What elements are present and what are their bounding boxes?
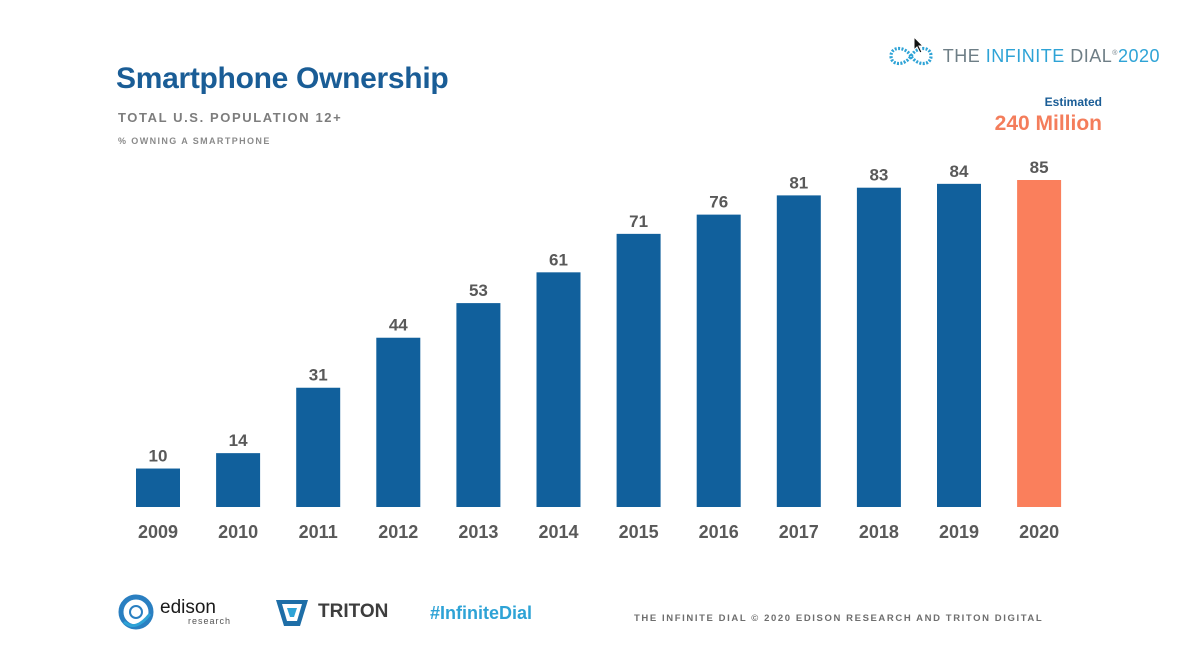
x-tick-label-2013: 2013 (458, 522, 498, 542)
bar-2016 (696, 214, 741, 507)
bar-2019 (937, 183, 981, 508)
bar-value-label-2017: 81 (789, 173, 808, 192)
bar-value-label-2016: 76 (709, 193, 728, 212)
brand-wordmark: THE INFINITE DIAL®2020 (943, 46, 1160, 67)
bar-2012 (376, 337, 421, 507)
bar-2018 (856, 187, 901, 507)
infinity-logo-icon (889, 46, 933, 66)
bar-value-label-2018: 83 (869, 166, 888, 185)
brand-post: DIAL (1064, 45, 1113, 66)
bar-2011 (296, 387, 341, 507)
edison-research-logo: edison research (116, 592, 231, 632)
bar-value-label-2012: 44 (389, 316, 408, 335)
copyright-text: THE INFINITE DIAL © 2020 EDISON RESEARCH… (634, 613, 1044, 624)
estimate-value: 240 Million (994, 112, 1102, 135)
x-tick-label-2009: 2009 (138, 522, 178, 542)
mouse-cursor-icon (913, 36, 925, 54)
bar-value-label-2009: 10 (149, 447, 168, 466)
chart-y-description: % OWNING A SMARTPHONE (118, 136, 271, 146)
edison-logo-icon (118, 594, 154, 630)
estimate-label: Estimated (1044, 95, 1102, 109)
bar-value-label-2013: 53 (469, 281, 488, 300)
edison-name: edison (160, 597, 216, 618)
brand-year: 2020 (1117, 45, 1160, 66)
hashtag-link[interactable]: #InfiniteDial (430, 603, 533, 623)
chart-subtitle: TOTAL U.S. POPULATION 12+ (118, 110, 343, 125)
brand-accent: INFINITE (985, 45, 1065, 66)
chart-title: Smartphone Ownership (116, 62, 449, 95)
bar-value-label-2010: 14 (229, 431, 248, 450)
bar-2014 (536, 272, 581, 507)
x-tick-label-2014: 2014 (538, 522, 578, 542)
x-tick-label-2018: 2018 (859, 522, 899, 542)
bar-2009 (136, 468, 180, 507)
bar-2010 (216, 453, 261, 507)
x-tick-label-2020: 2020 (1019, 522, 1059, 542)
brand-pre: THE (942, 45, 986, 66)
bar-value-label-2019: 84 (950, 162, 969, 181)
triton-logo: TRITON (272, 592, 388, 632)
x-tick-label-2017: 2017 (779, 522, 819, 542)
triton-name: TRITON (318, 601, 389, 622)
x-tick-label-2012: 2012 (378, 522, 418, 542)
bar-2020 (1017, 180, 1062, 507)
infinite-dial-brand: THE INFINITE DIAL®2020 (887, 40, 1160, 72)
bar-value-label-2014: 61 (549, 250, 568, 269)
edison-sub: research (188, 616, 232, 626)
bar-2017 (776, 195, 821, 507)
bar-2015 (616, 233, 661, 507)
x-tick-label-2011: 2011 (299, 522, 338, 542)
bar-value-label-2015: 71 (629, 212, 648, 231)
x-tick-label-2010: 2010 (218, 522, 258, 542)
bar-value-label-2020: 85 (1030, 158, 1049, 177)
x-tick-label-2015: 2015 (619, 522, 659, 542)
brand-registered-mark: ® (1112, 49, 1118, 57)
bar-chart: 10 2009 14 2010 31 2011 44 2012 53 2013 61 2014 71 20… (136, 158, 1062, 542)
x-tick-label-2019: 2019 (939, 522, 979, 542)
bar-value-label-2011: 31 (309, 366, 328, 385)
bar-2013 (456, 303, 501, 507)
x-tick-label-2016: 2016 (699, 522, 739, 542)
triton-logo-icon (276, 600, 308, 626)
